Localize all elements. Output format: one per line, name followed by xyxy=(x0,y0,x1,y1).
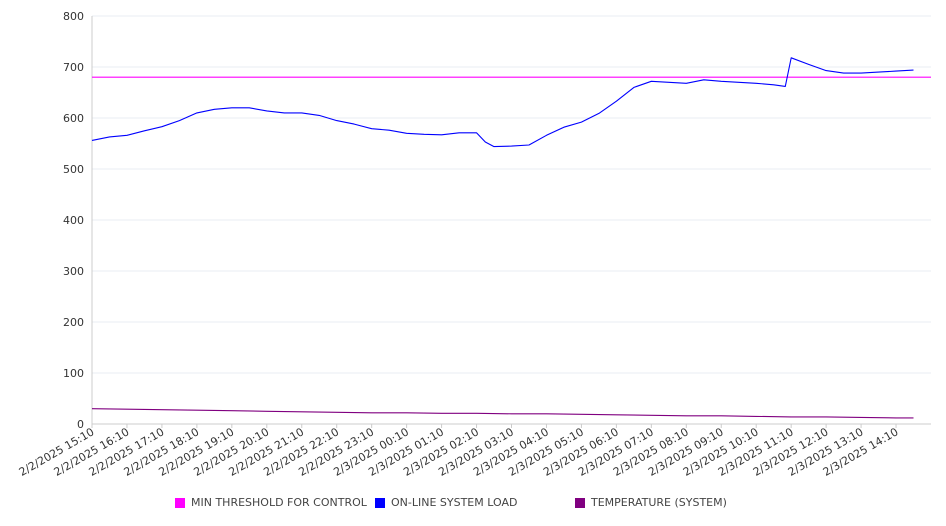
y-tick-label-700: 700 xyxy=(63,61,84,74)
y-tick-label-800: 800 xyxy=(63,10,84,23)
y-tick-label-300: 300 xyxy=(63,265,84,278)
y-tick-label-500: 500 xyxy=(63,163,84,176)
gridlines xyxy=(92,15,931,374)
y-tick-labels: 0 100 200 300 400 500 600 700 800 xyxy=(63,10,84,431)
legend-label-system-load: ON-LINE SYSTEM LOAD xyxy=(391,496,518,509)
legend-item-system-load[interactable]: ON-LINE SYSTEM LOAD xyxy=(375,496,517,509)
legend-label-temperature: TEMPERATURE (SYSTEM) xyxy=(591,496,727,509)
y-tick-label-600: 600 xyxy=(63,112,84,125)
y-tick-label-100: 100 xyxy=(63,367,84,380)
y-tick-label-0: 0 xyxy=(77,418,84,431)
series-lines xyxy=(91,57,931,419)
legend-swatch-min-threshold xyxy=(175,497,185,508)
legend-item-min-threshold[interactable]: MIN THRESHOLD FOR CONTROL xyxy=(175,496,367,509)
series-line-temperature-system xyxy=(91,408,914,419)
y-tick-label-400: 400 xyxy=(63,214,84,227)
legend-label-min-threshold: MIN THRESHOLD FOR CONTROL xyxy=(191,496,367,509)
legend: MIN THRESHOLD FOR CONTROL ON-LINE SYSTEM… xyxy=(0,496,946,516)
y-tick-label-200: 200 xyxy=(63,316,84,329)
legend-swatch-system-load xyxy=(375,497,385,508)
x-tick-labels: 2/2/2025 15:102/2/2025 16:102/2/2025 17:… xyxy=(17,425,901,479)
legend-item-temperature[interactable]: TEMPERATURE (SYSTEM) xyxy=(575,496,727,509)
axes xyxy=(91,16,931,428)
legend-swatch-temperature xyxy=(575,497,585,508)
series-line-on-line-system-load xyxy=(91,57,914,148)
